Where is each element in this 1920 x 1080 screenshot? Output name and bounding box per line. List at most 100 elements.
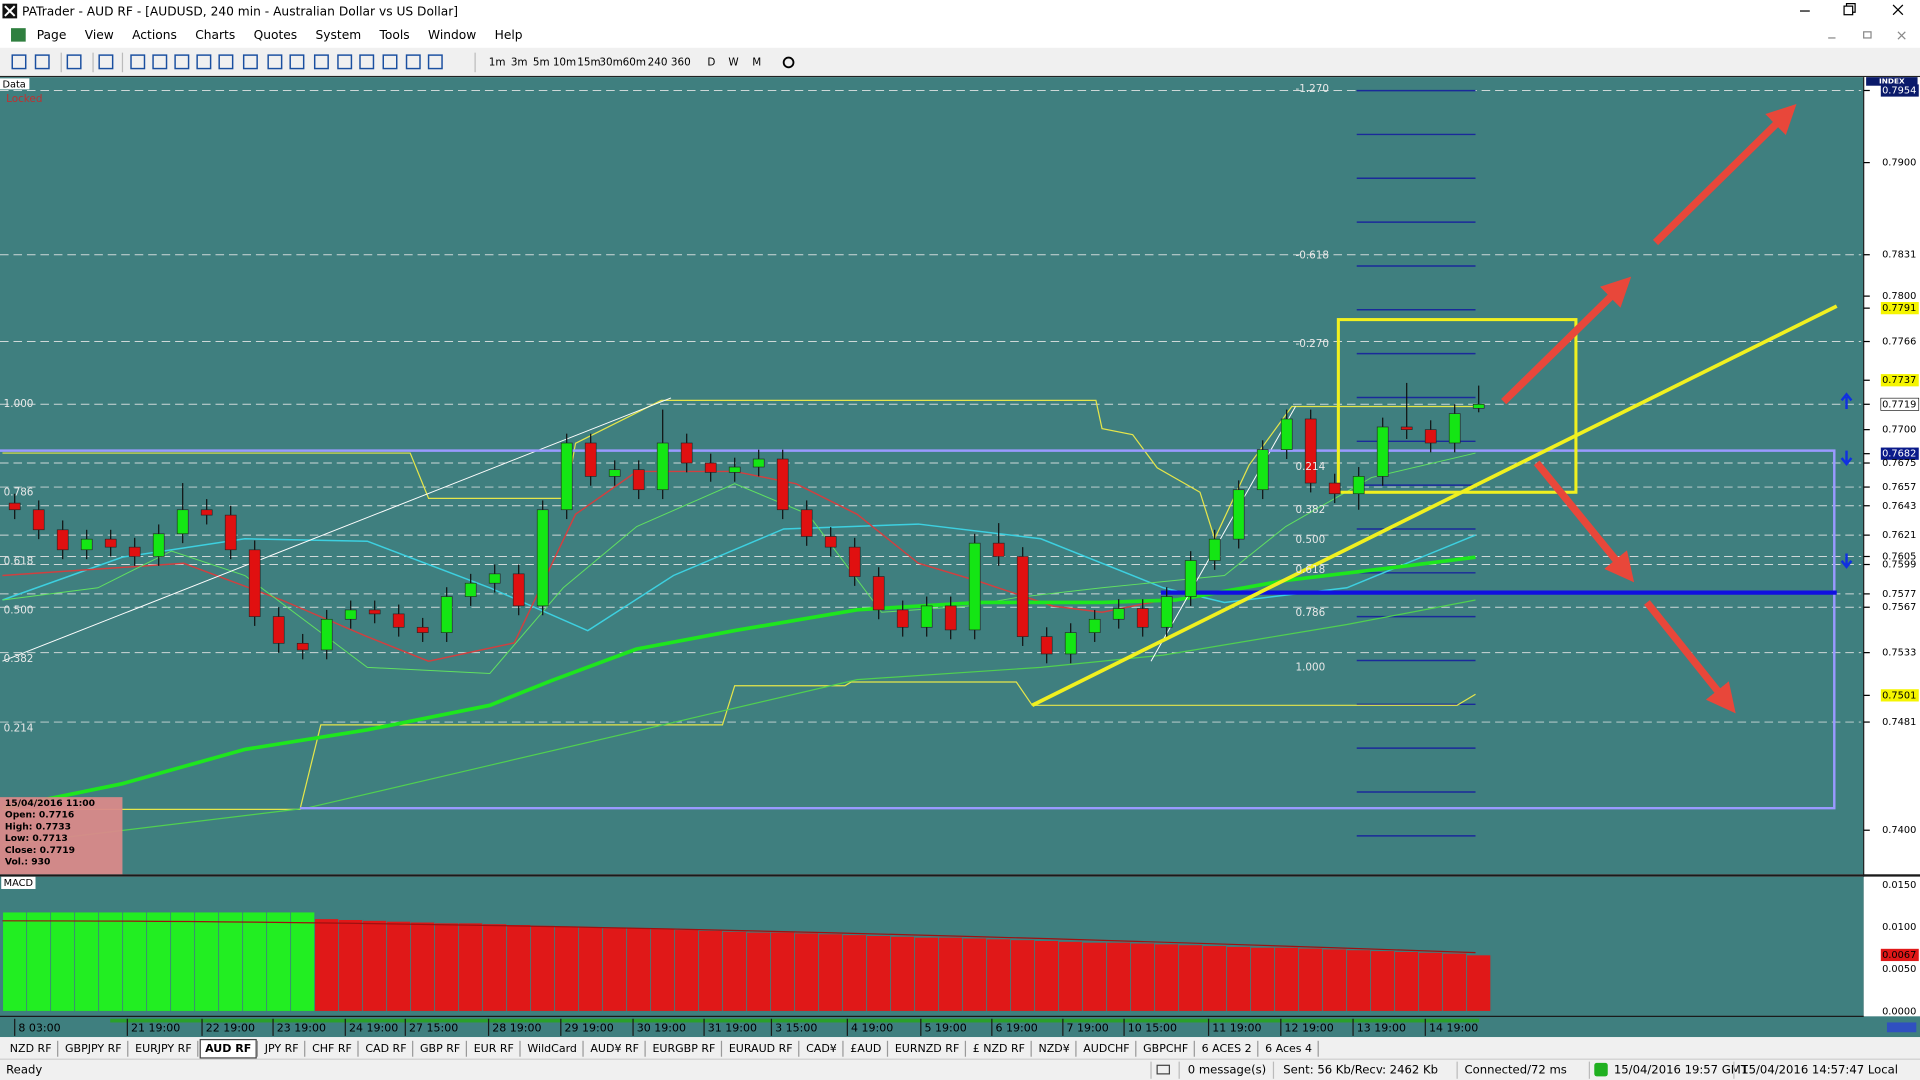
tool-icon[interactable]: [196, 54, 212, 70]
menu-item[interactable]: Actions: [132, 28, 177, 42]
tool-icon[interactable]: [313, 54, 329, 70]
candle-body: [584, 442, 597, 477]
timeframe-button[interactable]: 1m: [489, 56, 506, 68]
tool-icon[interactable]: [337, 54, 353, 70]
tool-icon[interactable]: [405, 54, 421, 70]
menu-icon: [11, 28, 26, 42]
macd-bar: [1466, 954, 1492, 1012]
tool-icon[interactable]: [98, 54, 114, 70]
timeframe-button[interactable]: M: [752, 56, 761, 68]
tab[interactable]: JPY RF: [264, 1042, 299, 1055]
menu-item[interactable]: Charts: [195, 28, 235, 42]
price-label: 0.7605: [1882, 551, 1916, 562]
menu-item[interactable]: Page: [37, 28, 67, 42]
timeframe-button[interactable]: 60m: [623, 56, 646, 68]
tab[interactable]: CAD¥: [806, 1042, 837, 1055]
candle-body: [152, 533, 165, 557]
tab[interactable]: NZD RF: [10, 1042, 52, 1055]
menu-item[interactable]: View: [85, 28, 114, 42]
menu-item[interactable]: Help: [495, 28, 523, 42]
timeframe-button[interactable]: 5m: [533, 56, 550, 68]
toolbar: [0, 47, 1920, 76]
fib-base-right: [1150, 406, 1296, 662]
menu-item[interactable]: System: [316, 28, 362, 42]
timeframe-button[interactable]: 3m: [511, 56, 528, 68]
scroll-buttons[interactable]: [1886, 1022, 1917, 1033]
macd-bar: [1130, 942, 1156, 1012]
tool-icon[interactable]: [382, 54, 398, 70]
tool-icon[interactable]: [34, 54, 50, 70]
macd-bar: [170, 911, 196, 1012]
tab[interactable]: EURJPY RF: [135, 1042, 192, 1055]
tab[interactable]: EURAUD RF: [729, 1042, 793, 1055]
fib-label: 0.618: [1296, 564, 1326, 576]
tool-icon[interactable]: [130, 54, 146, 70]
candle-body: [1448, 413, 1461, 444]
tab[interactable]: £ NZD RF: [973, 1042, 1025, 1055]
timeframe-button[interactable]: W: [728, 56, 738, 68]
macd-bar: [2, 911, 28, 1012]
tab[interactable]: CAD RF: [365, 1042, 406, 1055]
status-local: 15/04/2016 14:57:47 Local: [1741, 1063, 1898, 1077]
price-label: 0.7766: [1882, 337, 1916, 348]
timeframe-button[interactable]: 10m: [553, 56, 576, 68]
macd-current-bg: [1880, 948, 1919, 962]
mdi-controls[interactable]: [1828, 31, 1906, 40]
tool-icon[interactable]: [427, 54, 443, 70]
ma-fast: [2, 452, 1476, 674]
macd-bar: [530, 925, 556, 1012]
candle-body: [1304, 418, 1317, 484]
tab[interactable]: GBPCHF: [1143, 1042, 1188, 1055]
tool-icon[interactable]: [267, 54, 283, 70]
tool-icon[interactable]: [218, 54, 234, 70]
status: Ready 0 message(s) Sent: 56 Kb/Recv: 2462 …: [6, 1061, 1898, 1079]
tab[interactable]: GBP RF: [420, 1042, 460, 1055]
macd-bar: [1346, 949, 1372, 1012]
candle-body: [608, 469, 621, 477]
tab[interactable]: WildCard: [527, 1042, 577, 1055]
tab[interactable]: AUD¥ RF: [590, 1042, 639, 1055]
tool-icon[interactable]: [66, 54, 82, 70]
timeframe-button[interactable]: 15m: [577, 56, 600, 68]
candle-body: [488, 573, 501, 584]
candle-body: [248, 549, 261, 617]
tab[interactable]: 6 ACES 2: [1202, 1042, 1252, 1055]
candle-body: [32, 509, 45, 531]
time-label: 5 19:00: [924, 1022, 966, 1035]
clock-button[interactable]: [782, 56, 795, 69]
active-tab: [199, 1038, 257, 1059]
price-label: 0.7700: [1882, 425, 1916, 436]
menu-item[interactable]: Quotes: [254, 28, 298, 42]
tool-icon[interactable]: [289, 54, 305, 70]
window-controls[interactable]: [1800, 3, 1904, 16]
tab[interactable]: EURNZD RF: [895, 1042, 959, 1055]
tool-icon[interactable]: [359, 54, 375, 70]
tab[interactable]: AUDCHF: [1083, 1042, 1129, 1055]
tab[interactable]: NZD¥: [1039, 1042, 1070, 1055]
tab[interactable]: GBPJPY RF: [65, 1042, 122, 1055]
tab[interactable]: 6 Aces 4: [1265, 1042, 1312, 1055]
tool-icon[interactable]: [11, 54, 27, 70]
tab[interactable]: AUD RF: [205, 1042, 251, 1055]
tab[interactable]: EUR RF: [474, 1042, 514, 1055]
candle-body: [296, 642, 309, 651]
timeframe-button[interactable]: 30m: [599, 56, 622, 68]
macd-axis-label: 0.0100: [1882, 922, 1916, 933]
timeframe-button[interactable]: 240: [648, 56, 668, 68]
macd-bar: [410, 921, 436, 1012]
tool-icon[interactable]: [174, 54, 190, 70]
timeframe-button[interactable]: D: [707, 56, 715, 68]
time-label: 28 19:00: [492, 1022, 541, 1035]
timeframe-button[interactable]: 360: [671, 56, 691, 68]
tool-icon[interactable]: [152, 54, 168, 70]
tab[interactable]: CHF RF: [312, 1042, 352, 1055]
menu-item[interactable]: Tools: [379, 28, 410, 42]
candle-body: [344, 609, 357, 620]
tab[interactable]: EURGBP RF: [652, 1042, 715, 1055]
macd-bar: [794, 932, 820, 1012]
time-label: 3 15:00: [775, 1022, 817, 1035]
app-icon-mark: [4, 5, 16, 17]
tool-icon[interactable]: [242, 54, 258, 70]
tab[interactable]: £AUD: [850, 1042, 881, 1055]
menu-item[interactable]: Window: [428, 28, 476, 42]
